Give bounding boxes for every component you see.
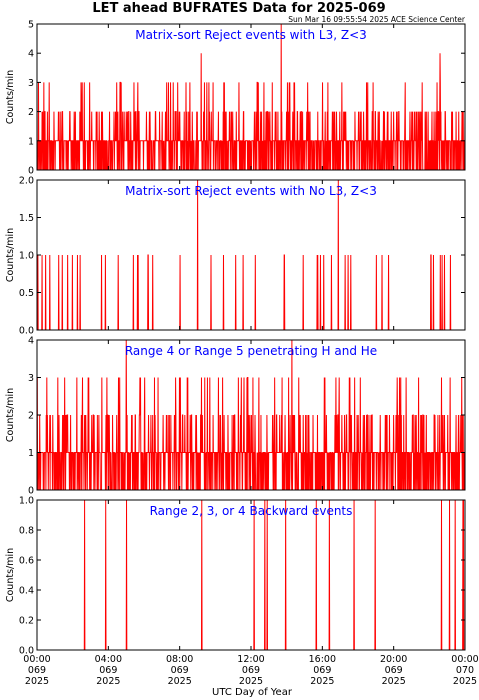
x-tick-text: 069 <box>385 665 403 676</box>
series-line <box>36 339 466 491</box>
panel-4: 0.0 0.2 0.4 0.6 0.8 1.0 Range 2, 3, or 4 Backw… <box>5 496 466 657</box>
x-tick-text: 2025 <box>25 676 49 687</box>
x-tick-text: 2025 <box>168 676 192 687</box>
y-tick-label: 0.8 <box>19 526 34 537</box>
x-tick-text: 20:00 <box>380 654 407 665</box>
panels: 0 1 2 3 4 5 Matrix-sort Reject events with L3,… <box>5 20 466 657</box>
x-axis: 00:00069202504:00069202508:00069202512:0… <box>23 654 478 687</box>
y-tick-label: 0.0 <box>19 646 34 657</box>
x-tick-text: 04:00 <box>95 654 122 665</box>
plot-frame <box>36 499 466 651</box>
series-line <box>36 23 466 171</box>
y-tick-label: 0 <box>28 166 34 177</box>
x-tick-text: 069 <box>28 665 46 676</box>
x-tick-text: 2025 <box>96 676 120 687</box>
x-tick-text: 2025 <box>453 676 477 687</box>
x-tick-text: 069 <box>99 665 117 676</box>
x-tick-text: 2025 <box>310 676 334 687</box>
panel-title: Matrix-sort Reject events with No L3, Z<… <box>125 184 377 198</box>
panel-title: Range 2, 3, or 4 Backward events <box>150 504 353 518</box>
y-tick-label: 1 <box>28 136 34 147</box>
y-axis-label: Counts/min <box>5 388 16 442</box>
x-tick-text: 2025 <box>239 676 263 687</box>
panel-title: Range 4 or Range 5 penetrating H and He <box>125 344 377 358</box>
y-tick-label: 4 <box>28 49 34 60</box>
chart-title: LET ahead BUFRATES Data for 2025-069 <box>92 1 385 16</box>
y-tick-label: 2 <box>28 107 34 118</box>
y-tick-label: 3 <box>28 78 34 89</box>
x-tick-text: 16:00 <box>309 654 336 665</box>
x-tick-text: 12:00 <box>237 654 264 665</box>
y-axis-label: Counts/min <box>5 70 16 124</box>
y-axis-label: Counts/min <box>5 548 16 602</box>
x-axis-label: UTC Day of Year <box>212 687 293 698</box>
y-axis-label: Counts/min <box>5 228 16 282</box>
x-tick-text: 00:00 <box>23 654 50 665</box>
x-tick-text: 069 <box>242 665 260 676</box>
y-tick-label: 0.6 <box>19 556 34 567</box>
y-tick-label: 0 <box>28 486 34 497</box>
y-tick-label: 1 <box>28 448 34 459</box>
panel-2: 0.0 0.5 1.0 1.5 2.0 Matrix-sort Reject events… <box>5 176 466 337</box>
y-tick-label: 1.0 <box>19 496 34 507</box>
y-tick-label: 2.0 <box>19 176 34 187</box>
y-tick-label: 1.0 <box>19 251 34 262</box>
series-line <box>37 179 465 331</box>
x-tick-text: 070 <box>456 665 474 676</box>
timestamp: Sun Mar 16 09:55:54 2025 ACE Science Cen… <box>288 15 466 24</box>
x-tick-text: 069 <box>313 665 331 676</box>
panel-title: Matrix-sort Reject events with L3, Z<3 <box>135 28 367 42</box>
y-tick-label: 0.4 <box>19 586 34 597</box>
panel-1: 0 1 2 3 4 5 Matrix-sort Reject events with L3,… <box>5 20 466 177</box>
y-tick-label: 4 <box>28 336 34 347</box>
y-tick-label: 2 <box>28 411 34 422</box>
x-tick-text: 00:00 <box>451 654 478 665</box>
x-tick-text: 08:00 <box>166 654 193 665</box>
x-tick-text: 2025 <box>382 676 406 687</box>
series-line <box>37 499 465 651</box>
y-tick-label: 0.0 <box>19 326 34 337</box>
y-tick-label: 0.2 <box>19 616 34 627</box>
y-tick-label: 5 <box>28 20 34 31</box>
x-tick-text: 069 <box>171 665 189 676</box>
y-tick-label: 1.5 <box>19 213 34 224</box>
y-tick-label: 3 <box>28 373 34 384</box>
panel-3: 0 1 2 3 4 Range 4 or Range 5 penetrating H an… <box>5 336 466 497</box>
y-tick-label: 0.5 <box>19 288 34 299</box>
